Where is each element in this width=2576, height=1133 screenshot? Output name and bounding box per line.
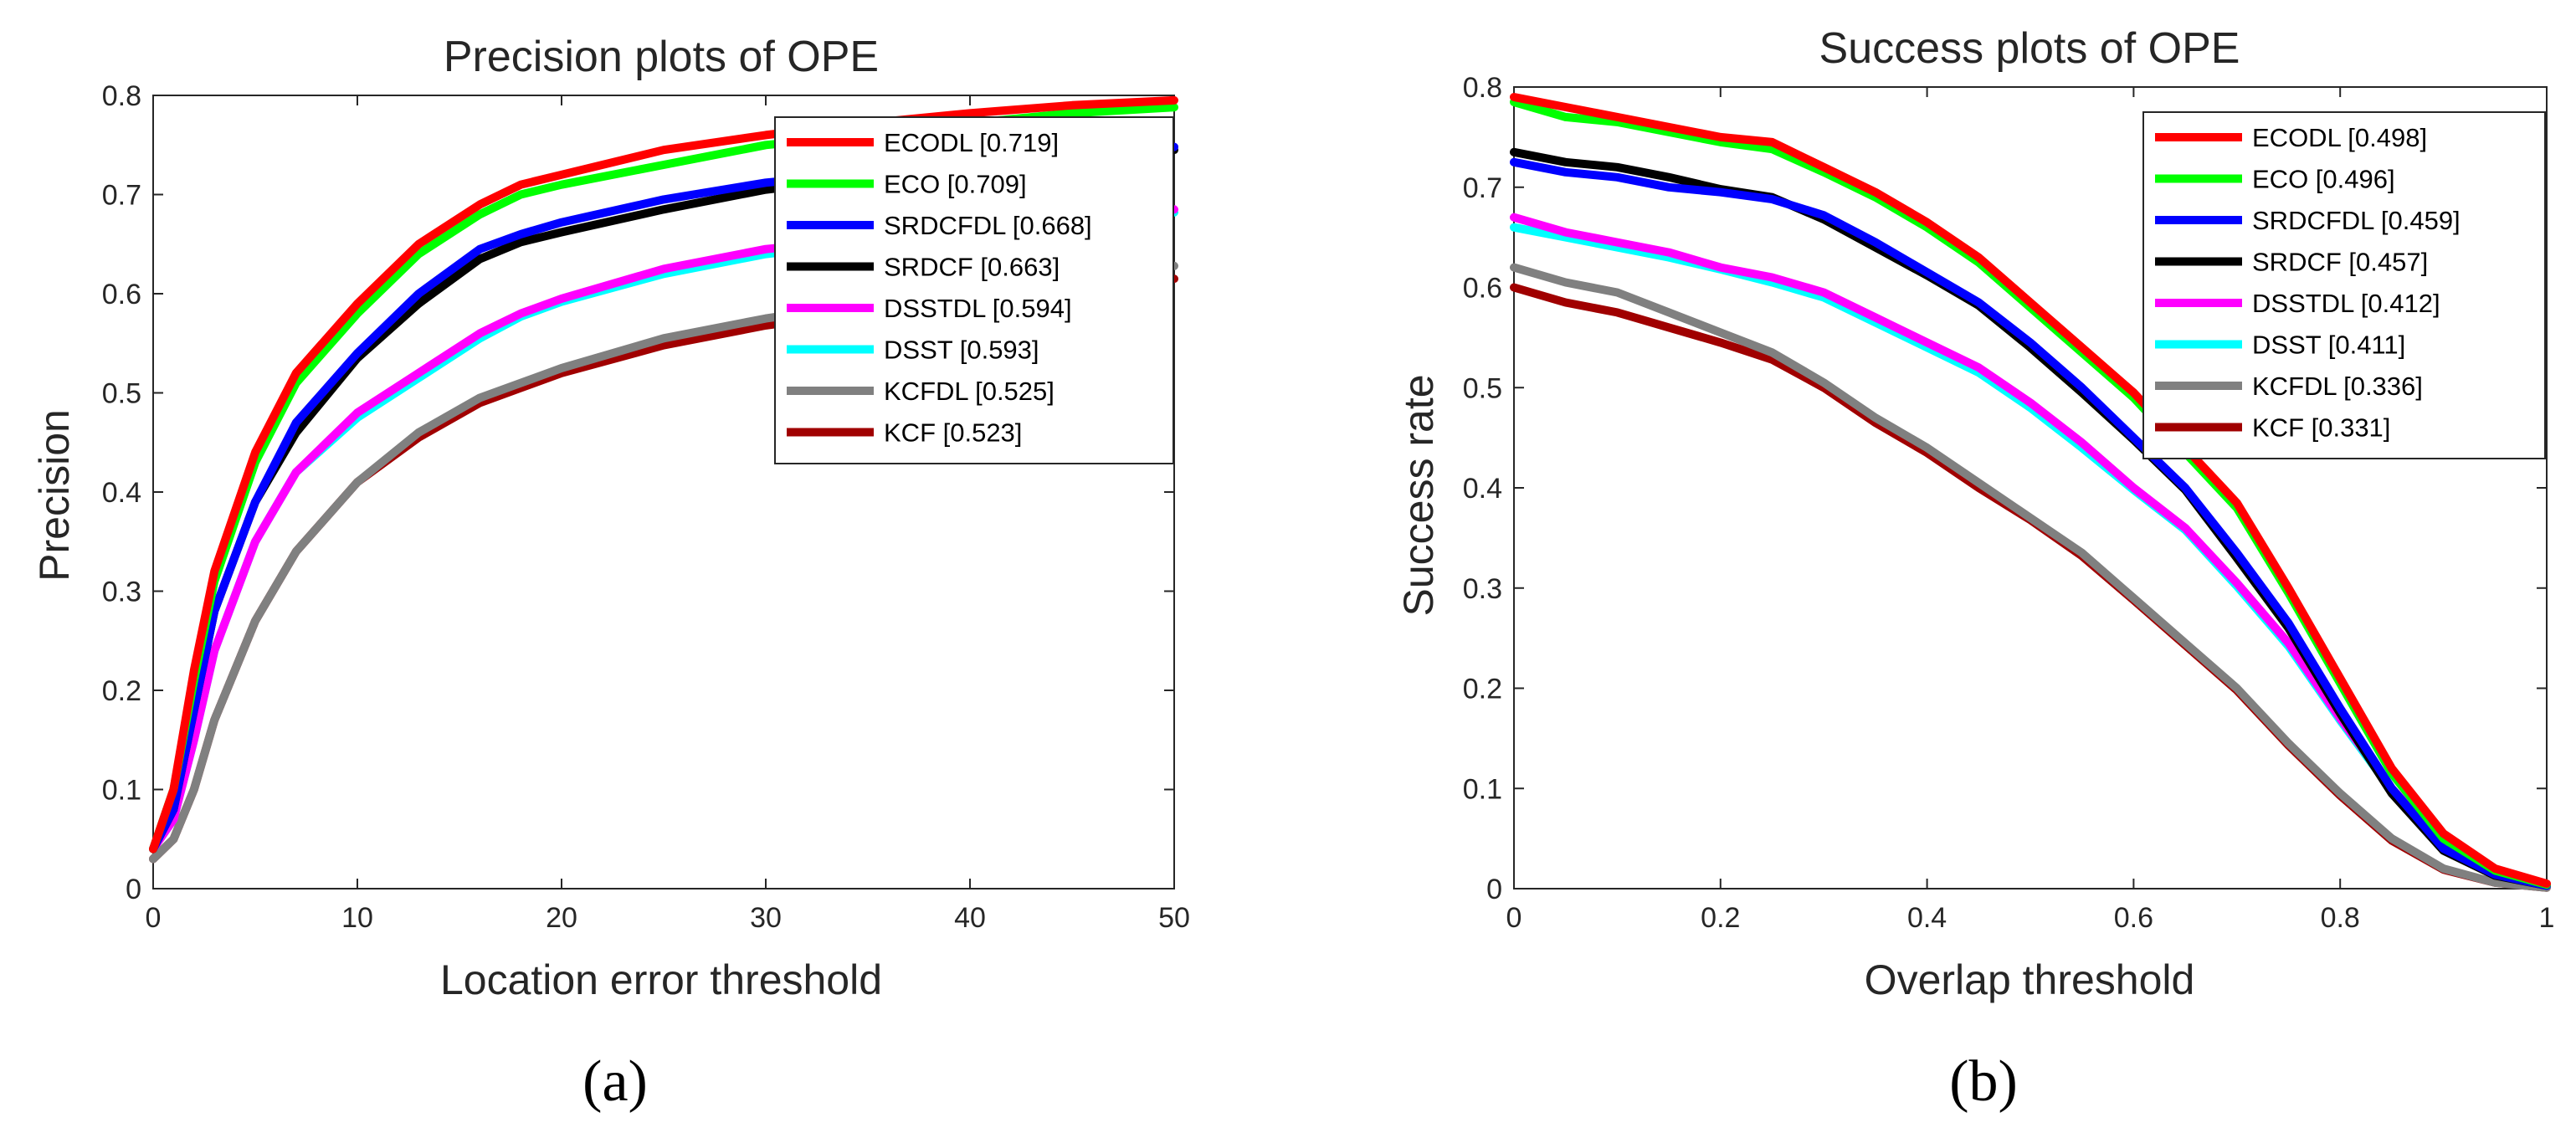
success-legend-label-eco: ECO [0.496] — [2252, 165, 2395, 194]
success-x-tick-label: 0.8 — [2321, 902, 2360, 934]
success-legend-label-srdcf: SRDCF [0.457] — [2252, 248, 2428, 277]
success-series-ecodl — [1510, 93, 2551, 888]
success-y-tick-label: 0.4 — [1463, 473, 1502, 505]
success-y-tick-label: 0 — [1486, 874, 1502, 905]
success-legend: ECODL [0.498] ECO [0.496] SRDCFDL [0.459] S… — [2142, 111, 2546, 459]
success-chart-title: Success plots of OPE — [1819, 24, 2240, 73]
precision-legend-box — [774, 116, 1174, 464]
success-series-srdcfdl — [1510, 157, 2551, 890]
success-legend-box — [2142, 111, 2546, 459]
precision-x-tick-label: 10 — [341, 902, 373, 934]
success-y-tick-label: 0.3 — [1463, 573, 1502, 605]
precision-x-tick-label: 50 — [1158, 902, 1190, 934]
success-chart-ylabel: Success rate — [1395, 374, 1442, 616]
precision-y-tick-label: 0.8 — [102, 80, 141, 112]
success-y-tick-label: 0.6 — [1463, 273, 1502, 305]
success-y-tick-label: 0.2 — [1463, 674, 1502, 705]
precision-x-tick-label: 0 — [146, 902, 162, 934]
precision-y-tick-label: 0.3 — [102, 577, 141, 608]
success-x-tick-label: 1 — [2539, 902, 2555, 934]
precision-legend-label-eco: ECO [0.709] — [884, 170, 1027, 199]
success-y-tick-label: 0.5 — [1463, 372, 1502, 404]
precision-legend-label-ecodl: ECODL [0.719] — [884, 128, 1059, 157]
precision-chart-ylabel: Precision — [31, 409, 78, 582]
success-series-lines — [1510, 93, 2551, 892]
precision-legend: ECODL [0.719] ECO [0.709] SRDCFDL [0.668] S… — [774, 116, 1174, 464]
success-y-tick-label: 0.1 — [1463, 773, 1502, 805]
precision-plot-area: 0 10 20 30 40 50 0 0.1 0.2 0.3 0.4 0.5 0.6 0.7 0.8 ECOD… — [102, 80, 1190, 934]
success-chart-xlabel: Overlap threshold — [1865, 956, 2195, 1003]
precision-legend-label-srdcfdl: SRDCFDL [0.668] — [884, 211, 1092, 240]
success-x-tick-label: 0.6 — [2114, 902, 2153, 934]
precision-legend-label-dsst: DSST [0.593] — [884, 336, 1039, 365]
success-y-tick-label: 0.7 — [1463, 172, 1502, 204]
success-y-tick-label: 0.8 — [1463, 72, 1502, 104]
precision-x-tick-label: 40 — [954, 902, 986, 934]
precision-chart-caption: (a) — [582, 1049, 648, 1114]
success-legend-label-srdcfdl: SRDCFDL [0.459] — [2252, 206, 2461, 235]
precision-y-tick-label: 0.7 — [102, 180, 141, 212]
precision-y-tick-label: 0.1 — [102, 775, 141, 807]
precision-chart-title: Precision plots of OPE — [444, 33, 879, 81]
precision-x-tick-label: 30 — [750, 902, 782, 934]
success-legend-label-kcfdl: KCFDL [0.336] — [2252, 372, 2423, 401]
success-legend-label-dsstdl: DSSTDL [0.412] — [2252, 289, 2440, 318]
precision-chart-xlabel: Location error threshold — [440, 956, 882, 1003]
success-legend-label-kcf: KCF [0.331] — [2252, 413, 2390, 443]
precision-y-tick-label: 0.2 — [102, 675, 141, 707]
precision-x-tick-label: 20 — [546, 902, 577, 934]
success-chart: Success plots of OPE 0 0.2 0.4 0.6 0.8 100.10… — [1395, 24, 2554, 1114]
precision-legend-label-dsstdl: DSSTDL [0.594] — [884, 294, 1072, 323]
success-chart-caption: (b) — [1949, 1049, 2018, 1114]
success-x-tick-label: 0 — [1506, 902, 1522, 934]
precision-legend-label-kcfdl: KCFDL [0.525] — [884, 377, 1055, 406]
success-plot-area: 0 0.2 0.4 0.6 0.8 1 0 0.1 0.2 0.3 0.4 0.5 0.6 0.7 0.8 E… — [1463, 72, 2555, 934]
precision-chart: Precision plots of OPE 0 10 20 30 40 50 0 0.1 0.… — [31, 33, 1190, 1114]
success-legend-label-ecodl: ECODL [0.498] — [2252, 123, 2427, 152]
precision-y-tick-label: 0.4 — [102, 477, 141, 509]
success-legend-label-dsst: DSST [0.411] — [2252, 331, 2405, 360]
precision-legend-label-srdcf: SRDCF [0.663] — [884, 253, 1060, 282]
precision-y-tick-label: 0 — [126, 874, 141, 905]
precision-y-tick-label: 0.6 — [102, 279, 141, 310]
success-x-tick-label: 0.2 — [1701, 902, 1740, 934]
precision-legend-label-kcf: KCF [0.523] — [884, 418, 1022, 448]
precision-y-tick-label: 0.5 — [102, 378, 141, 410]
success-series-kcfdl — [1510, 263, 2551, 892]
success-x-tick-label: 0.4 — [1907, 902, 1947, 934]
